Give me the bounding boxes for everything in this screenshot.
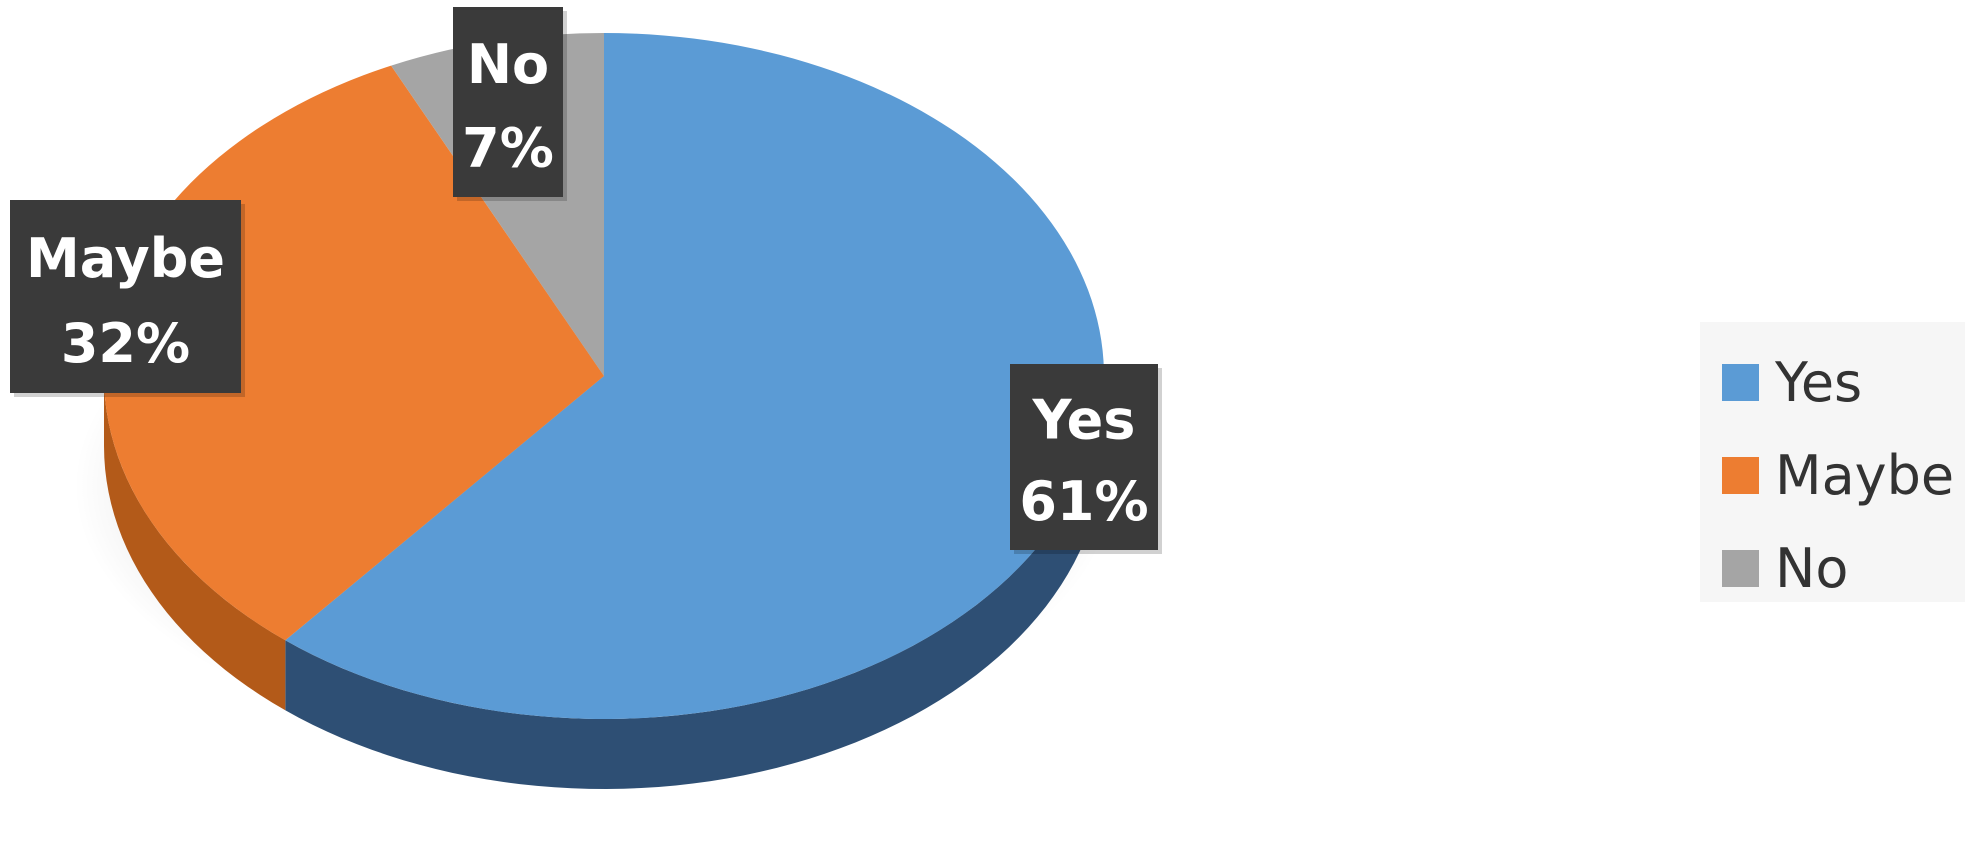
- data-label-value: 7%: [462, 117, 554, 180]
- legend-swatch-no: [1722, 550, 1759, 587]
- legend-item-maybe: Maybe: [1700, 429, 1965, 522]
- data-label-box: [10, 200, 241, 393]
- data-label-category: No: [467, 33, 549, 96]
- data-label-no: No 7%: [453, 7, 567, 201]
- data-label-yes: Yes 61%: [1010, 364, 1162, 554]
- chart-legend: Yes Maybe No: [1700, 322, 1965, 602]
- data-label-maybe: Maybe 32%: [10, 200, 245, 397]
- pie-side-maybe: [104, 376, 286, 711]
- data-label-category: Yes: [1032, 388, 1136, 451]
- pie-side-yes: [285, 376, 1104, 789]
- legend-swatch-yes: [1722, 364, 1759, 401]
- data-label-value: 61%: [1019, 470, 1148, 533]
- legend-item-no: No: [1700, 522, 1965, 615]
- data-label-box: [453, 7, 563, 197]
- legend-label-yes: Yes: [1775, 350, 1863, 414]
- pie-slice-yes: [285, 33, 1104, 719]
- data-label-box: [1010, 364, 1158, 550]
- legend-label-maybe: Maybe: [1775, 443, 1955, 507]
- legend-swatch-maybe: [1722, 457, 1759, 494]
- legend-item-yes: Yes: [1700, 336, 1965, 429]
- data-label-category: Maybe: [26, 227, 225, 290]
- legend-label-no: No: [1775, 536, 1849, 600]
- data-label-value: 32%: [61, 312, 190, 375]
